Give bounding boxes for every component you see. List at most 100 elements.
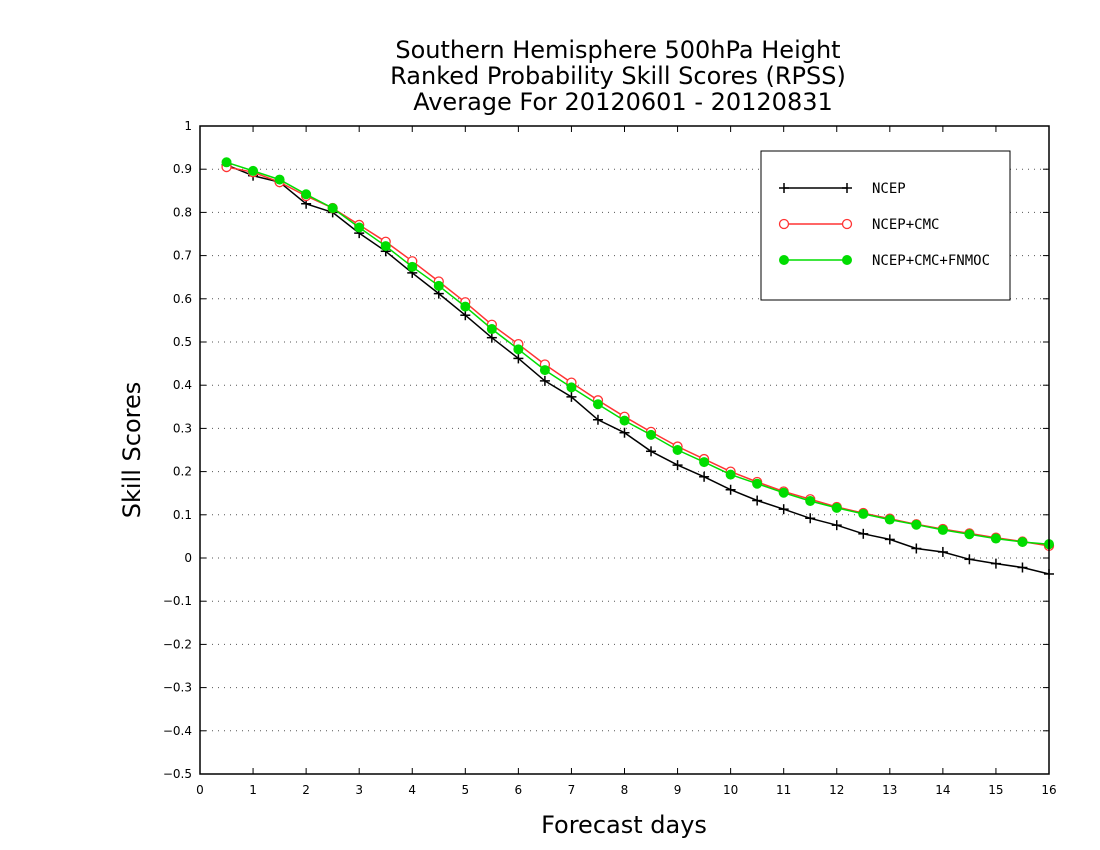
data-point-ncep-cmc-fnmoc xyxy=(752,478,763,489)
legend-box xyxy=(760,150,1011,301)
series-ncep xyxy=(221,159,1054,579)
y-tick-label: −0.2 xyxy=(163,637,192,651)
data-point-ncep-cmc-fnmoc xyxy=(646,429,657,440)
axis-ticks xyxy=(199,125,1050,775)
data-point-ncep xyxy=(937,546,948,557)
x-tick-label: 14 xyxy=(935,783,950,797)
x-tick-label: 13 xyxy=(882,783,897,797)
x-tick-label: 15 xyxy=(988,783,1003,797)
x-tick-label: 10 xyxy=(723,783,738,797)
y-tick-label: 0.4 xyxy=(173,378,192,392)
data-point-ncep-cmc-fnmoc xyxy=(672,445,683,455)
data-point-ncep xyxy=(911,543,922,554)
data-point-ncep-cmc-fnmoc xyxy=(486,324,497,335)
data-point-ncep xyxy=(460,310,471,321)
y-tick-label: 0.1 xyxy=(173,508,192,522)
data-point-ncep-cmc-fnmoc xyxy=(566,382,577,393)
legend-entries: NCEP NCEP+CMC NCEP+CMC+FNMOC xyxy=(778,181,990,269)
legend-label: NCEP+CMC+FNMOC xyxy=(872,253,990,269)
data-point-ncep xyxy=(884,534,895,545)
data-point-ncep-cmc-fnmoc xyxy=(274,174,285,185)
data-point-ncep-cmc-fnmoc xyxy=(990,533,1001,544)
data-point-ncep xyxy=(725,484,736,495)
data-point-ncep-cmc-fnmoc xyxy=(964,529,975,540)
data-point-ncep xyxy=(672,460,683,471)
data-point-ncep xyxy=(619,427,630,438)
y-tick-label: 0.2 xyxy=(173,465,192,479)
legend-marker xyxy=(778,218,790,230)
data-point-ncep-cmc-fnmoc xyxy=(937,524,948,535)
series-ncep-cmc-fnmoc xyxy=(221,157,1054,550)
x-tick-label: 0 xyxy=(196,783,204,797)
data-point-ncep-cmc-fnmoc xyxy=(1017,537,1028,548)
x-tick-label: 16 xyxy=(1041,783,1056,797)
y-tick-label: 0 xyxy=(184,551,192,565)
x-tick-label: 11 xyxy=(776,783,791,797)
data-point-ncep-cmc-fnmoc xyxy=(699,457,710,468)
y-tick-label: 0.5 xyxy=(173,335,192,349)
legend-label: NCEP xyxy=(872,181,906,197)
plot-frame xyxy=(199,125,1050,775)
y-tick-label: −0.5 xyxy=(163,767,192,781)
legend-entry-ncep-cmc-fnmoc: NCEP+CMC+FNMOC xyxy=(779,253,990,269)
y-tick-label: −0.1 xyxy=(163,594,192,608)
legend-marker xyxy=(841,218,853,230)
data-point-ncep-cmc-fnmoc xyxy=(805,495,816,506)
legend-marker xyxy=(779,255,789,265)
data-point-ncep-cmc-fnmoc xyxy=(858,508,869,519)
legend-marker xyxy=(842,255,852,265)
data-point-ncep-cmc-fnmoc xyxy=(221,157,232,168)
data-point-ncep-cmc-fnmoc xyxy=(831,502,842,513)
y-tick-label: 0.8 xyxy=(173,205,192,219)
y-tick-label: 0.7 xyxy=(173,249,192,263)
data-point-ncep xyxy=(858,528,869,539)
title-line-3: Average For 20120601 - 20120831 xyxy=(413,88,833,116)
data-point-ncep-cmc-fnmoc xyxy=(725,469,736,480)
legend-entry-ncep-cmc: NCEP+CMC xyxy=(778,217,939,233)
series-line-ncep xyxy=(226,164,1050,575)
data-point-ncep xyxy=(964,554,975,565)
data-point-ncep-cmc-fnmoc xyxy=(592,399,603,410)
x-tick-label: 1 xyxy=(249,783,257,797)
data-point-ncep-cmc-fnmoc xyxy=(301,189,312,200)
data-point-ncep-cmc-fnmoc xyxy=(248,165,259,176)
data-point-ncep xyxy=(566,391,577,402)
data-point-ncep-cmc-fnmoc xyxy=(911,519,922,530)
x-axis-title: Forecast days xyxy=(541,811,707,839)
x-tick-label: 2 xyxy=(302,783,310,797)
x-tick-label: 5 xyxy=(461,783,469,797)
legend-label: NCEP+CMC xyxy=(872,217,939,233)
legend: NCEP NCEP+CMC NCEP+CMC+FNMOC xyxy=(760,150,1011,301)
chart-title: Southern Hemisphere 500hPa Height Ranked… xyxy=(390,36,846,116)
x-tick-label: 7 xyxy=(568,783,576,797)
y-tick-label: 0.3 xyxy=(173,421,192,435)
data-point-ncep-cmc-fnmoc xyxy=(619,415,630,426)
data-point-ncep xyxy=(831,520,842,531)
x-tick-label: 6 xyxy=(515,783,523,797)
data-point-ncep-cmc-fnmoc xyxy=(513,344,524,355)
data-point-ncep xyxy=(752,495,763,506)
data-point-ncep xyxy=(513,353,524,364)
y-tick-label: −0.4 xyxy=(163,724,192,738)
data-point-ncep xyxy=(778,504,789,515)
x-tick-label: 4 xyxy=(408,783,416,797)
x-tick-label: 9 xyxy=(674,783,682,797)
data-point-ncep xyxy=(646,446,657,457)
legend-entry-ncep: NCEP xyxy=(779,181,906,197)
title-line-2: Ranked Probability Skill Scores (RPSS) xyxy=(390,62,846,90)
x-tick-label: 12 xyxy=(829,783,844,797)
data-point-ncep-cmc-fnmoc xyxy=(327,203,338,214)
data-point-ncep xyxy=(699,471,710,482)
title-line-1: Southern Hemisphere 500hPa Height xyxy=(395,36,840,64)
legend-marker xyxy=(842,183,852,193)
x-tick-labels: 0 1 2 3 4 5 6 7 8 9 10 11 12 13 14 15 16 xyxy=(196,783,1056,797)
data-point-ncep xyxy=(990,558,1001,569)
x-tick-label: 3 xyxy=(355,783,363,797)
data-point-ncep-cmc-fnmoc xyxy=(380,241,391,252)
data-point-ncep-cmc-fnmoc xyxy=(354,222,365,233)
y-axis-title: Skill Scores xyxy=(118,382,146,519)
data-point-ncep xyxy=(486,332,497,343)
data-point-ncep-cmc-fnmoc xyxy=(778,487,789,498)
series-lines xyxy=(221,157,1055,579)
